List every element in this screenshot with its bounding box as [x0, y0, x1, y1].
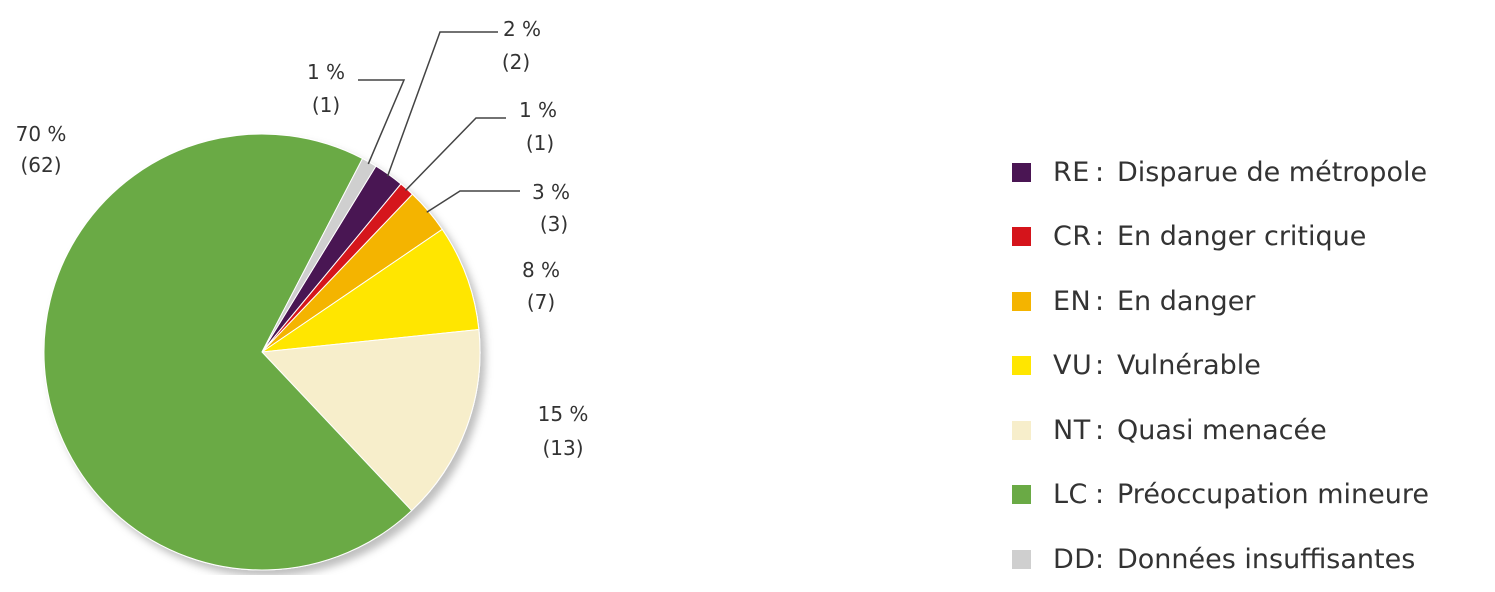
- legend-label-vu: Vulnérable: [1117, 350, 1261, 382]
- legend-label-nt: Quasi menacée: [1117, 414, 1327, 446]
- legend-swatch-dd: [1012, 549, 1031, 569]
- leader-line-dd: [358, 79, 406, 165]
- legend-label-cr: En danger critique: [1117, 221, 1367, 253]
- legend-item-lc: LC : Préoccupation mineure: [1012, 463, 1492, 528]
- legend-item-vu: VU : Vulnérable: [1012, 334, 1492, 399]
- slice-percent-label-cr: 1 %: [519, 98, 557, 122]
- legend-colon: :: [1095, 221, 1105, 253]
- legend-code-dd: DD: [1053, 543, 1096, 575]
- legend-code-nt: NT: [1053, 414, 1091, 446]
- slice-percent-label-vu: 8 %: [522, 258, 560, 282]
- legend-colon: :: [1095, 285, 1105, 317]
- legend-swatch-lc: [1012, 485, 1031, 505]
- legend-code-lc: LC: [1053, 479, 1088, 511]
- legend-swatch-cr: [1012, 227, 1031, 247]
- leader-line-re: [386, 31, 498, 177]
- legend-label-re: Disparue de métropole: [1117, 156, 1428, 188]
- legend-colon: :: [1095, 350, 1105, 382]
- leader-line-cr: [404, 117, 506, 192]
- legend-code-cr: CR: [1053, 221, 1092, 253]
- pie-slice-lc: [43, 133, 413, 571]
- slice-count-label-cr: (1): [526, 131, 554, 155]
- legend-colon: :: [1095, 543, 1105, 575]
- legend-item-cr: CR : En danger critique: [1012, 205, 1492, 270]
- legend: RE : Disparue de métropole CR : En dange…: [1012, 140, 1492, 592]
- slice-percent-label-lc: 70 %: [16, 122, 67, 146]
- legend-item-en: EN : En danger: [1012, 269, 1492, 334]
- legend-colon: :: [1095, 479, 1105, 511]
- legend-swatch-nt: [1012, 420, 1031, 440]
- legend-colon: :: [1095, 414, 1105, 446]
- legend-item-nt: NT : Quasi menacée: [1012, 398, 1492, 463]
- legend-code-en: EN: [1053, 285, 1092, 317]
- legend-label-en: En danger: [1117, 285, 1256, 317]
- legend-code-re: RE: [1053, 156, 1090, 188]
- slice-count-label-nt: (13): [542, 436, 583, 460]
- legend-label-lc: Préoccupation mineure: [1117, 479, 1429, 511]
- slice-percent-label-dd: 1 %: [307, 60, 345, 84]
- slice-count-label-en: (3): [540, 212, 568, 236]
- pie-chart: 2 % (2) 1 % (1) 3 % (3) 8 % (7) 15 % (13) 70 % (62)…: [16, 17, 589, 571]
- slice-count-label-vu: (7): [527, 290, 555, 314]
- legend-swatch-re: [1012, 162, 1031, 182]
- legend-swatch-en: [1012, 291, 1031, 311]
- legend-item-re: RE : Disparue de métropole: [1012, 140, 1492, 205]
- slice-percent-label-en: 3 %: [532, 180, 570, 204]
- legend-item-dd: DD : Données insuffisantes: [1012, 527, 1492, 592]
- slice-percent-label-re: 2 %: [503, 17, 541, 41]
- pie-slice-vu: [261, 228, 480, 353]
- slice-count-label-re: (2): [502, 50, 530, 74]
- slice-count-label-dd: (1): [312, 93, 340, 117]
- leader-line-en: [426, 190, 520, 213]
- pie-slice-nt: [260, 328, 481, 512]
- slice-percent-label-nt: 15 %: [538, 402, 589, 426]
- legend-code-vu: VU: [1053, 350, 1093, 382]
- slice-count-label-lc: (62): [20, 153, 61, 177]
- legend-swatch-vu: [1012, 356, 1031, 376]
- legend-colon: :: [1095, 156, 1105, 188]
- legend-label-dd: Données insuffisantes: [1117, 543, 1416, 575]
